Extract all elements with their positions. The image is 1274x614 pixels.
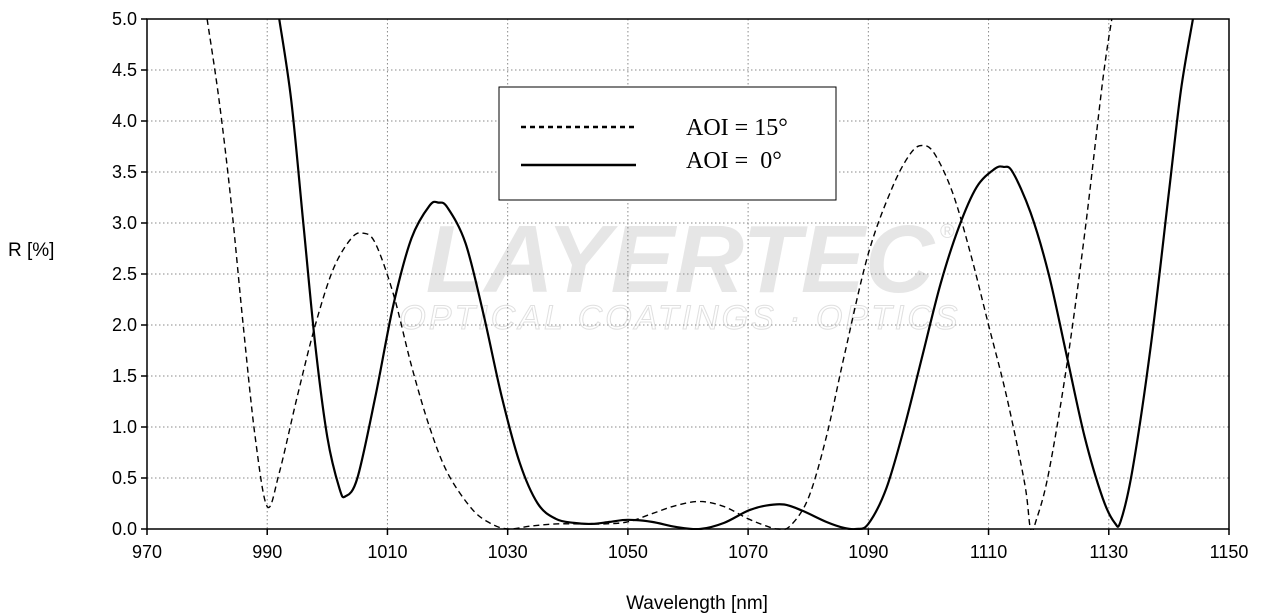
x-tick-label: 1070: [728, 542, 768, 562]
x-tick-label: 970: [132, 542, 162, 562]
series-line-aoi-0: [278, 18, 1195, 530]
series-layer: [206, 18, 1195, 530]
x-tick-label: 1050: [608, 542, 648, 562]
x-tick-label: 990: [252, 542, 282, 562]
x-tick-labels: 970 990 1010 1030 1050 1070 1090 1110 1130 1150: [132, 529, 1248, 562]
y-tick-label: 0.0: [112, 519, 137, 539]
x-tick-label: 1150: [1210, 542, 1249, 562]
x-tick-label: 1090: [848, 542, 888, 562]
y-tick-label: 0.5: [112, 468, 137, 488]
y-tick-label: 2.5: [112, 264, 137, 284]
watermark-registered-mark: ®: [940, 221, 955, 243]
x-tick-label: 1110: [970, 542, 1007, 562]
legend-label-aoi-15: AOI = 15°: [686, 115, 788, 141]
x-tick-label: 1030: [488, 542, 528, 562]
y-tick-label: 2.0: [112, 315, 137, 335]
y-tick-label: 1.0: [112, 417, 137, 437]
legend-box: [498, 86, 837, 201]
y-tick-labels: 0.0 0.5 1.0 1.5 2.0 2.5 3.0 3.5 4.0 4.5 5.0: [112, 9, 147, 539]
y-tick-label: 3.5: [112, 162, 137, 182]
x-tick-label: 1010: [367, 542, 407, 562]
y-tick-label: 1.5: [112, 366, 137, 386]
y-tick-label: 4.5: [112, 60, 137, 80]
y-tick-label: 5.0: [112, 9, 137, 29]
legend-label-aoi-0: AOI = 0°: [686, 148, 782, 174]
y-tick-label: 4.0: [112, 111, 137, 131]
layertec-watermark: LAYERTEC OPTICAL COATINGS · OPTICS ®: [399, 206, 960, 338]
y-tick-label: 3.0: [112, 213, 137, 233]
legend: AOI = 15° AOI = 0°: [498, 86, 837, 201]
x-axis-label: Wavelength [nm]: [626, 593, 768, 614]
watermark-brand: LAYERTEC: [426, 206, 936, 313]
watermark-tagline: OPTICAL COATINGS · OPTICS: [399, 299, 960, 337]
y-axis-label: R [%]: [8, 240, 54, 261]
x-tick-label: 1130: [1089, 542, 1128, 562]
